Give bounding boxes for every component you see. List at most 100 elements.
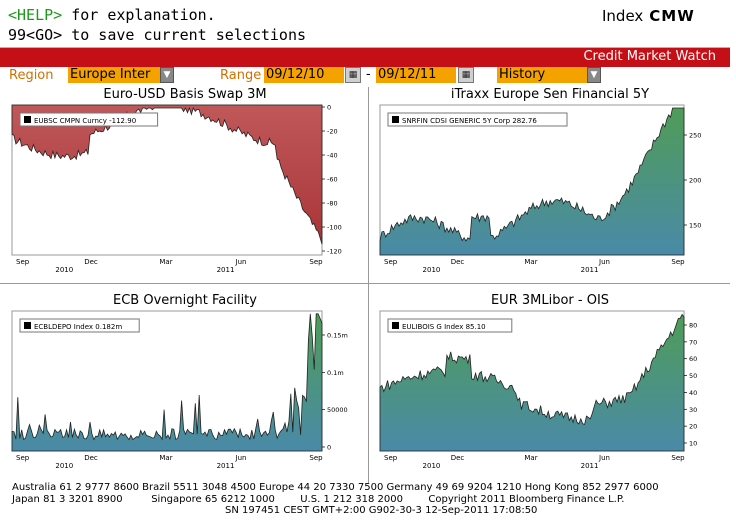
charts-area: Euro-USD Basis Swap 3M EUBSC CMPN Curncy… — [0, 87, 730, 483]
x-year-label: 2011 — [217, 266, 235, 274]
x-year-label: 2010 — [423, 266, 441, 274]
save-line: 99<GO> to save current selections — [8, 26, 307, 44]
legend-text: ECBLDEPO Index 0.182m — [34, 323, 122, 331]
y-tick-label: 60 — [689, 355, 697, 363]
y-tick-label: 20 — [689, 423, 697, 431]
x-year-label: 2011 — [217, 462, 235, 470]
y-tick-label: 10 — [689, 440, 697, 448]
y-tick-label: 0 — [327, 444, 331, 452]
legend-text: SNRFIN CDSI GENERIC 5Y Corp 282.76 — [402, 117, 537, 125]
x-tick-label: Sep — [384, 258, 398, 266]
y-tick-label: -80 — [327, 200, 338, 208]
index-code: CMW — [649, 7, 695, 25]
legend-swatch — [392, 322, 399, 329]
chart-panel-ecb: ECB Overnight Facility ECBLDEPO Index 0.… — [6, 293, 364, 483]
chart-title: EUR 3MLibor - OIS — [490, 293, 610, 308]
y-tick-label: 70 — [689, 338, 697, 346]
help-line: <HELP> for explanation. — [8, 6, 216, 24]
legend-box — [19, 318, 140, 333]
x-tick-label: Mar — [524, 454, 537, 462]
chart-itraxx[interactable]: SNRFIN CDSI GENERIC 5Y Corp 282.76 Sep Dec… — [374, 103, 726, 289]
legend-swatch — [24, 116, 31, 123]
legend: EULIBOIS G Index 85.10 — [387, 318, 513, 333]
y-tick-label: 200 — [689, 177, 701, 185]
legend-swatch — [392, 116, 399, 123]
range-end-input[interactable]: 09/12/11 — [376, 67, 456, 83]
y-tick-label: 150 — [689, 222, 701, 230]
x-year-label: 2010 — [55, 462, 73, 470]
x-tick-label: Mar — [159, 258, 172, 266]
legend-swatch — [24, 322, 31, 329]
series-area — [379, 313, 685, 452]
x-tick-label: Sep — [671, 454, 685, 462]
title-banner: Credit Market Watch — [0, 47, 730, 67]
y-tick-label: 0.15m — [327, 332, 348, 340]
x-tick-label: Dec — [451, 258, 465, 266]
x-tick-label: Dec — [84, 258, 98, 266]
series-area — [11, 313, 323, 452]
help-key[interactable]: <HELP> — [8, 6, 63, 24]
x-tick-label: Sep — [16, 454, 30, 462]
legend-box — [387, 318, 513, 333]
footer: Australia 61 2 9777 8600 Brazil 5511 304… — [12, 482, 659, 517]
x-tick-label: Dec — [84, 454, 98, 462]
range-start-input[interactable]: 09/12/10 — [264, 67, 344, 83]
x-tick-label: Sep — [16, 258, 30, 266]
x-year-label: 2010 — [423, 462, 441, 470]
x-tick-label: Mar — [524, 258, 537, 266]
x-tick-label: Jun — [598, 258, 610, 266]
legend-text: EULIBOIS G Index 85.10 — [402, 323, 486, 331]
footer-line-1: Australia 61 2 9777 8600 Brazil 5511 304… — [12, 482, 659, 493]
chart-panel-itraxx: iTraxx Europe Sen Financial 5Y SNRFIN CD… — [374, 87, 726, 279]
region-label: Region — [9, 68, 54, 83]
x-year-label: 2010 — [55, 266, 73, 274]
chart-title: iTraxx Europe Sen Financial 5Y — [450, 87, 650, 102]
y-tick-label: -120 — [327, 248, 342, 256]
index-label-text: Index — [602, 7, 644, 25]
legend-text: EUBSC CMPN Curncy -112.90 — [34, 117, 136, 125]
y-tick-label: 250 — [689, 132, 701, 140]
x-tick-label: Dec — [451, 454, 465, 462]
mode-select[interactable]: History — [497, 67, 587, 83]
region-select[interactable]: Europe Inter — [68, 67, 160, 83]
y-tick-label: -40 — [327, 152, 338, 160]
y-tick-label: 0 — [327, 104, 331, 112]
y-tick-label: -100 — [327, 224, 342, 232]
legend: SNRFIN CDSI GENERIC 5Y Corp 282.76 — [387, 112, 568, 127]
legend: ECBLDEPO Index 0.182m — [19, 318, 140, 333]
index-label: Index CMW — [602, 7, 695, 25]
series-area — [379, 107, 685, 256]
x-tick-label: Jun — [235, 258, 247, 266]
y-tick-label: -60 — [327, 176, 338, 184]
footer-line-2: Japan 81 3 3201 8900 Singapore 65 6212 1… — [12, 493, 625, 505]
mode-dropdown-icon[interactable]: ▼ — [587, 67, 601, 83]
x-tick-label: Sep — [384, 454, 398, 462]
range-label: Range — [220, 68, 262, 83]
y-tick-label: 0.1m — [327, 369, 344, 377]
x-year-label: 2011 — [581, 462, 599, 470]
vertical-divider — [368, 87, 369, 483]
banner-title: Credit Market Watch — [583, 49, 716, 64]
footer-line-3: SN 197451 CEST GMT+2:00 G902-30-3 12-Sep… — [12, 505, 538, 516]
y-tick-label: -20 — [327, 128, 338, 136]
x-year-label: 2011 — [581, 266, 599, 274]
x-tick-label: Sep — [671, 258, 685, 266]
chart-ecb[interactable]: ECBLDEPO Index 0.182m Sep Dec Mar Jun Sep 2010… — [6, 309, 364, 485]
range-separator: - — [366, 67, 371, 82]
y-tick-label: 30 — [689, 406, 697, 414]
chart-title: Euro-USD Basis Swap 3M — [103, 87, 267, 102]
legend-box — [19, 112, 159, 127]
calendar-start-icon[interactable]: ▦ — [345, 67, 361, 83]
legend-box — [387, 112, 568, 127]
controls-bar: Region Europe Inter ▼ Range 09/12/10 ▦ -… — [0, 66, 730, 86]
help-text: for explanation. — [62, 6, 216, 24]
chart-basis-swap[interactable]: EUBSC CMPN Curncy -112.90 Sep Dec Mar Jun Sep… — [6, 103, 364, 289]
horizontal-divider — [0, 283, 730, 284]
y-tick-label: 80 — [689, 322, 697, 330]
legend: EUBSC CMPN Curncy -112.90 — [19, 112, 159, 127]
y-tick-label: 40 — [689, 389, 697, 397]
region-dropdown-icon[interactable]: ▼ — [160, 67, 174, 83]
x-tick-label: Sep — [309, 454, 323, 462]
calendar-end-icon[interactable]: ▦ — [458, 67, 474, 83]
